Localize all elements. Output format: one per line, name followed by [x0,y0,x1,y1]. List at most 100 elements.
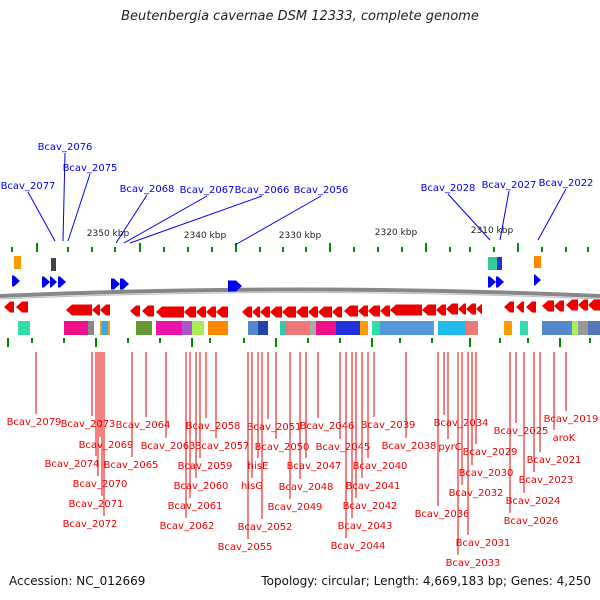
category-block [51,258,56,271]
category-block [534,256,541,268]
category-block [14,256,21,269]
reverse-gene-arrow [184,306,196,318]
forward-gene-arrow [534,274,541,286]
reverse-gene-label: Bcav_2043 [338,521,393,532]
category-block [192,321,204,335]
reverse-gene-arrow [252,306,260,318]
category-block [102,321,108,335]
reverse-label-leaders [35,352,567,555]
category-block [520,321,528,335]
category-block [208,321,228,335]
category-block [542,321,572,335]
reverse-gene-arrow [216,306,228,318]
reverse-gene-arrow [358,305,368,317]
reverse-gene-label: Bcav_2070 [73,479,128,490]
kbp-label: 2310 kbp [471,226,514,236]
reverse-gene-label: Bcav_2055 [218,542,273,553]
reverse-gene-arrow [16,301,28,313]
reverse-gene-label: Bcav_2040 [353,461,408,472]
reverse-gene-label: Bcav_2062 [160,521,215,532]
category-block [136,321,152,335]
category-block [64,321,88,335]
category-block [182,321,192,335]
category-block [438,321,466,335]
reverse-gene-arrow [368,305,380,317]
leader-line [115,194,148,244]
reverse-gene-label: Bcav_2069 [79,440,134,451]
category-block [360,321,368,335]
genome-title: Beutenbergia cavernae DSM 12333, complet… [121,9,479,24]
reverse-gene-label: Bcav_2058 [186,421,241,432]
reverse-gene-label: Bcav_2074 [45,459,100,470]
reverse-gene-label: Bcav_2026 [504,516,559,527]
reverse-gene-label: Bcav_2042 [343,501,398,512]
reverse-gene-label: Bcav_2047 [287,461,342,472]
reverse-gene-arrow [446,303,458,315]
forward-gene-label: Bcav_2067 [180,185,235,196]
reverse-gene-label: Bcav_2050 [255,442,310,453]
accession-label: Accession: NC_012669 [9,574,146,588]
category-block [18,321,30,335]
reverse-gene-arrow [542,300,554,312]
category-block [572,321,578,335]
category-block [372,321,380,335]
forward-gene-label: Bcav_2027 [482,180,537,191]
reverse-gene-label: Bcav_2079 [7,417,62,428]
reverse-gene-label: Bcav_2034 [434,418,489,429]
reverse-gene-label: Bcav_2049 [268,502,323,513]
reverse-gene-label: hisE [248,461,269,472]
category-block [380,321,434,335]
forward-gene-label: Bcav_2028 [421,183,476,194]
reverse-gene-label: Bcav_2048 [279,482,334,493]
reverse-gene-arrow [142,305,154,317]
reverse-gene-arrow [554,300,564,312]
category-block [336,321,360,335]
reverse-gene-arrow [566,299,578,311]
leader-line [537,188,567,241]
reverse-gene-arrow [270,306,282,318]
forward-label-leaders [27,152,567,246]
category-block [504,321,512,335]
reverse-gene-label: Bcav_2032 [449,488,504,499]
minor-ticks-top [11,243,589,252]
reverse-gene-label: Bcav_2029 [463,447,518,458]
reverse-gene-label: Bcav_2023 [519,475,574,486]
leader-line [67,173,91,242]
category-block [248,321,258,335]
forward-genes [12,274,541,292]
category-block [578,321,588,335]
reverse-gene-label: Bcav_2038 [382,441,437,452]
forward-gene-arrow [496,276,504,288]
reverse-gene-label: Bcav_2031 [456,538,511,549]
reverse-gene-label: Bcav_2073 [61,419,116,430]
reverse-gene-label: Bcav_2059 [178,461,233,472]
category-block [488,257,498,270]
reverse-gene-arrow [308,306,318,318]
forward-gene-arrow [42,276,50,288]
leader-line [129,195,263,244]
reverse-gene-arrow [196,306,206,318]
forward-gene-arrow [111,278,120,290]
forward-gene-arrow [58,276,66,288]
reverse-gene-arrow [436,304,446,316]
reverse-gene-arrow [332,306,342,318]
category-block [466,321,478,335]
reverse-gene-arrow [516,301,524,313]
reverse-gene-arrow [318,306,332,318]
forward-gene-arrow [228,280,242,292]
reverse-gene-arrow [588,299,600,311]
reverse-gene-label: Bcav_2065 [104,460,159,471]
reverse-gene-arrow [390,304,422,316]
gene-category-blocks [14,256,600,335]
category-block [286,321,310,335]
forward-gene-arrow [12,275,20,287]
kbp-label: 2330 kbp [279,231,322,241]
category-block [310,321,316,335]
reverse-gene-arrow [504,301,514,313]
reverse-gene-label: Bcav_2072 [63,519,118,530]
reverse-gene-arrow [422,304,436,316]
leader-line [27,191,56,242]
reverse-gene-arrow [66,304,92,316]
